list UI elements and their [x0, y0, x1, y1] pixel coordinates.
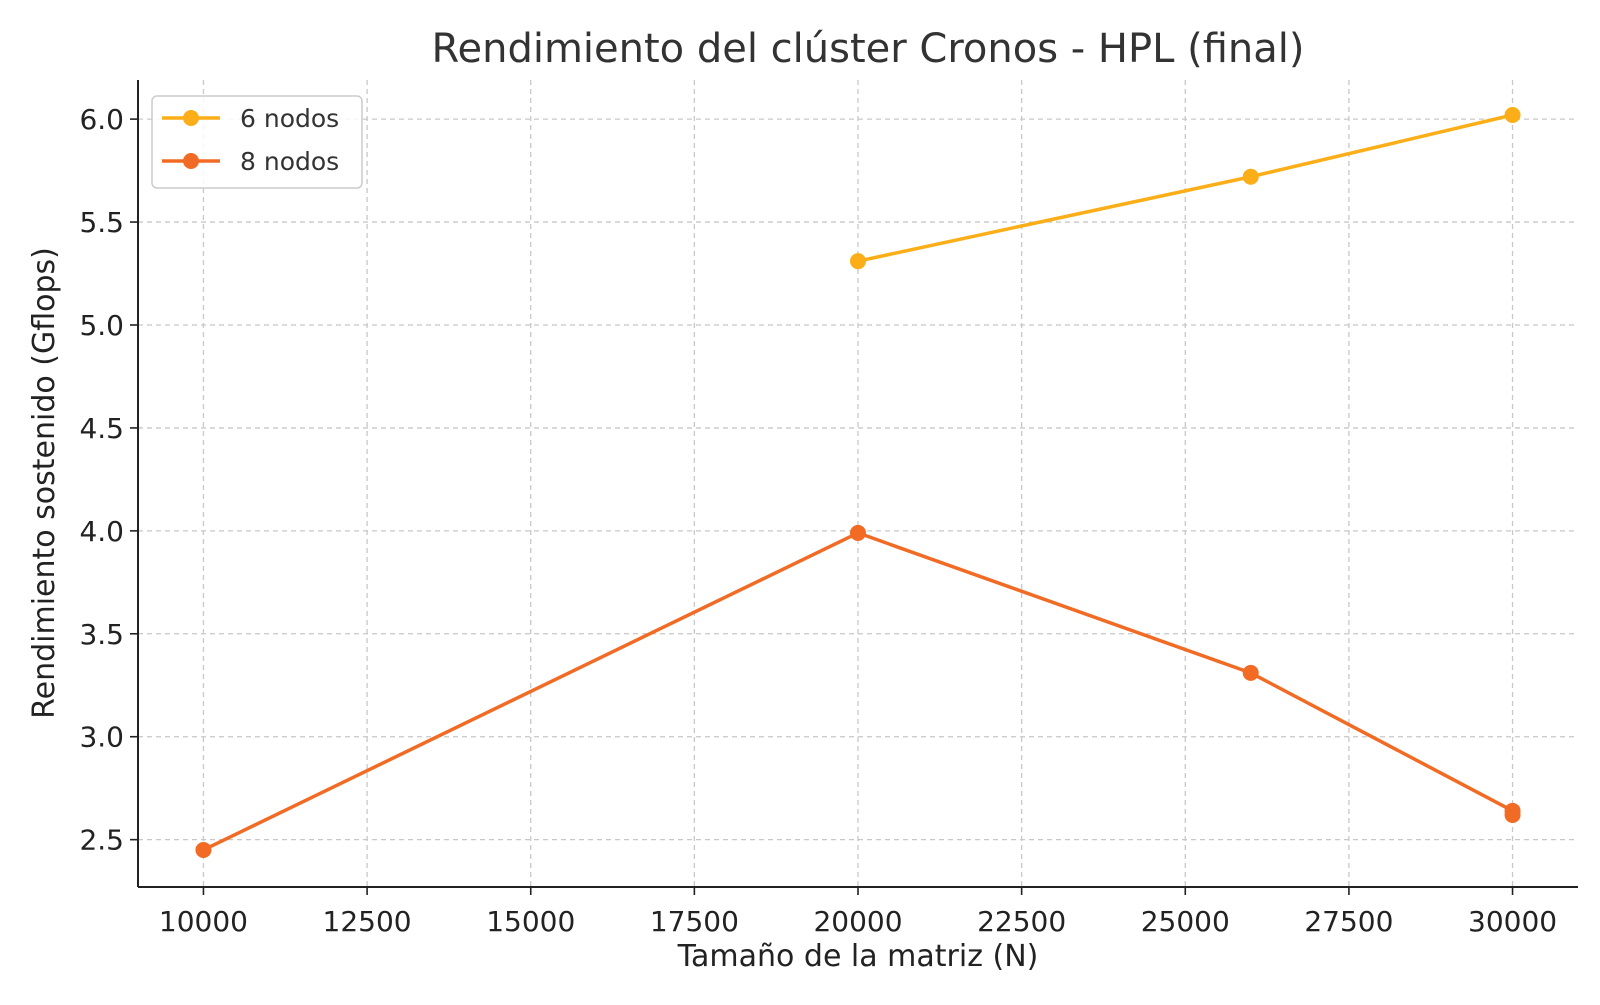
x-tick-label: 20000: [813, 905, 902, 938]
x-ticks: 10000 12500 15000 17500 20000 22500 25000 27500…: [159, 887, 1557, 938]
legend-swatch-marker: [183, 153, 199, 169]
data-point: [850, 524, 866, 541]
x-tick-label: 17500: [650, 905, 739, 938]
y-tick-label: 5.5: [79, 206, 124, 239]
data-point: [1504, 106, 1521, 123]
series-group: [850, 106, 1521, 270]
data-point: [1504, 806, 1521, 823]
y-tick-label: 4.5: [79, 412, 124, 445]
series-group: [195, 524, 1521, 858]
x-tick-label: 22500: [977, 905, 1066, 938]
data-point: [1242, 168, 1259, 185]
y-tick-label: 5.0: [79, 309, 124, 342]
x-tick-label: 27500: [1304, 905, 1393, 938]
y-tick-label: 4.0: [79, 515, 124, 548]
chart-title: Rendimiento del clúster Cronos - HPL (fi…: [431, 26, 1304, 72]
x-tick-label: 10000: [159, 905, 248, 938]
y-tick-label: 6.0: [79, 103, 124, 136]
data-point: [850, 253, 866, 270]
y-ticks: 2.5 3.0 3.5 4.0 4.5 5.0 5.5 6.0: [79, 103, 138, 857]
x-tick-label: 15000: [486, 905, 575, 938]
y-tick-label: 2.5: [79, 824, 124, 857]
legend-swatch-marker: [183, 110, 199, 126]
data-point: [1242, 664, 1259, 681]
x-tick-label: 25000: [1141, 905, 1230, 938]
x-tick-label: 30000: [1468, 905, 1557, 938]
series: [195, 106, 1521, 858]
legend-label: 6 nodos: [240, 104, 339, 133]
legend: 6 nodos 8 nodos: [151, 95, 363, 189]
data-point: [195, 841, 212, 858]
x-axis-label: Tamaño de la matriz (N): [677, 939, 1039, 974]
y-axis-label: Rendimiento sostenido (Gflops): [27, 247, 62, 719]
y-tick-label: 3.5: [79, 618, 124, 651]
grid: [138, 80, 1578, 887]
y-tick-label: 3.0: [79, 721, 124, 754]
x-tick-label: 12500: [323, 905, 412, 938]
legend-label: 8 nodos: [240, 147, 339, 176]
